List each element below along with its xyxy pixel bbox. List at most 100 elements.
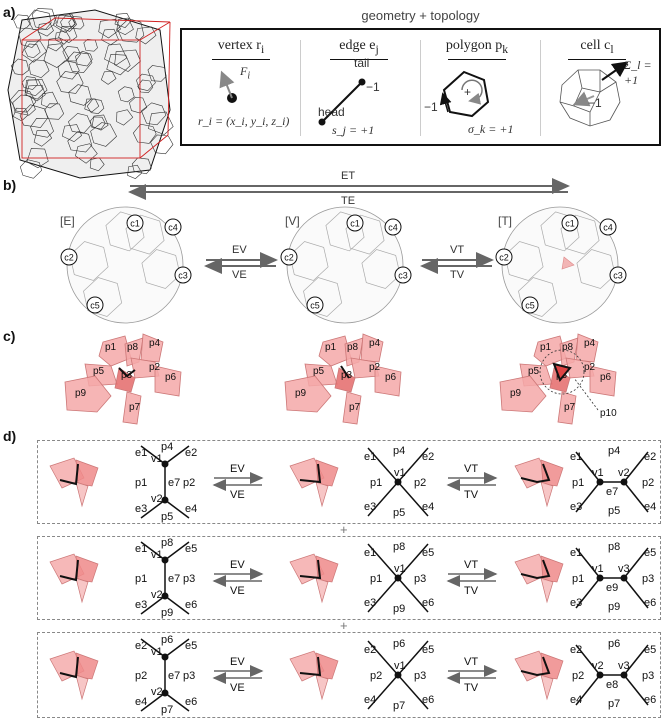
vertex-heading: vertex ri (186, 38, 296, 60)
foam-cell (67, 130, 93, 153)
edge-label: e3 (570, 597, 583, 609)
cell-label: c1 (350, 219, 360, 229)
foam-cell (75, 50, 93, 67)
left-polygon-label: p2 (135, 670, 148, 682)
polygon-label: p5 (313, 366, 325, 377)
foam-cell (100, 71, 117, 85)
separator (420, 40, 421, 136)
foam-cell (57, 60, 80, 80)
bottom-polygon-label: p5 (608, 505, 621, 517)
bounding-box-red (21, 17, 171, 159)
transition-label: VT (464, 463, 479, 475)
edge-label: e1 (364, 547, 377, 559)
top-polygon-label: p6 (161, 634, 174, 646)
vertex-label: v1 (394, 467, 406, 479)
right-polygon-label: p3 (183, 670, 196, 682)
edge-label: e3 (135, 599, 148, 611)
right-polygon-label: p3 (183, 573, 196, 585)
vertex-label: v1 (151, 453, 163, 465)
edge-label: e3 (364, 501, 377, 513)
foam-cell (43, 43, 70, 68)
cell-label: c3 (178, 271, 188, 281)
foam-cell (148, 111, 174, 135)
foam-cell (68, 16, 85, 30)
left-polygon-label: p1 (135, 477, 148, 489)
polygon-plus-label: + (464, 85, 472, 99)
transition-label: TV (464, 682, 479, 694)
edge-label: e1 (570, 451, 583, 463)
foam-cell (89, 116, 106, 130)
row-box-1 (37, 440, 661, 524)
foam-cell (19, 104, 49, 128)
polygon-face (342, 391, 362, 425)
edge-label: e1 (364, 451, 377, 463)
foam-cluster-2: c1 c2 c3 c4 c5 (495, 206, 627, 324)
transition-label: VE (230, 682, 245, 694)
mini-polygon-icon (514, 457, 564, 508)
vertex-label: v2 (618, 467, 630, 479)
cell-marker (609, 266, 627, 284)
polygon-face (154, 365, 182, 397)
foam-cell (150, 134, 174, 155)
edge-label: e1 (570, 547, 583, 559)
transition-label: VE (230, 489, 245, 501)
polygon-label: p7 (349, 402, 361, 413)
cell-label: c4 (603, 223, 613, 233)
foam-cell (12, 94, 36, 116)
foam-cell (21, 40, 47, 63)
polygon-label: p7 (129, 402, 141, 413)
polygon-face (334, 367, 356, 393)
top-polygon-label: p8 (608, 541, 621, 553)
transition-arrows (212, 472, 498, 491)
transition-label: EV (230, 463, 245, 475)
right-polygon-label: p2 (183, 477, 196, 489)
bottom-polygon-label: p5 (393, 507, 406, 519)
cell-marker (384, 218, 402, 236)
polygon-label: p6 (385, 372, 397, 383)
cell-marker (280, 248, 298, 266)
polygon-label: p7 (564, 402, 576, 413)
polygon-face (499, 375, 547, 413)
edge-label: e5 (644, 547, 657, 559)
transition-label: TV (464, 585, 479, 597)
foam-cell (141, 102, 167, 126)
foam-cell (89, 157, 105, 172)
triangle-configuration (575, 451, 649, 513)
edge-drawing (318, 78, 366, 126)
vertex-label: v1 (151, 646, 163, 658)
polygon-label: p10 (600, 408, 617, 419)
mini-polygon-icon (49, 457, 99, 508)
foam-cell (41, 91, 58, 109)
junction-edge (118, 367, 136, 378)
edge-configuration (140, 638, 190, 712)
cell-label: c4 (168, 223, 178, 233)
head-label: head (318, 105, 345, 119)
et-label: ET (341, 170, 356, 182)
foam-cell (86, 98, 105, 114)
panel-label-a: a) (3, 4, 16, 20)
foam-cell (24, 78, 48, 100)
left-polygon-label: p2 (370, 670, 383, 682)
vertex-label: v1 (592, 467, 604, 479)
edge-label: e4 (570, 694, 583, 706)
top-polygon-label: p4 (161, 441, 174, 453)
cell-marker (174, 266, 192, 284)
edge-label: e7 (168, 477, 181, 489)
row-box-3 (37, 632, 661, 718)
cell-minus-label: −1 (588, 96, 602, 110)
edge-label: e2 (422, 451, 435, 463)
cell-marker (521, 296, 539, 314)
mini-polygon-icon (289, 650, 339, 701)
foam-face (141, 249, 181, 289)
edge-label: e2 (185, 447, 198, 459)
polygon-face (374, 365, 402, 397)
foam-cluster-1: c1 c2 c3 c4 c5 (280, 206, 412, 324)
foam-cell (18, 27, 42, 48)
edge-label: e1 (135, 543, 148, 555)
edge-label: e8 (606, 679, 619, 691)
foam-cell (26, 9, 52, 30)
foam-cell (54, 30, 71, 45)
foam-face (303, 277, 343, 317)
foam-cell (37, 22, 54, 37)
